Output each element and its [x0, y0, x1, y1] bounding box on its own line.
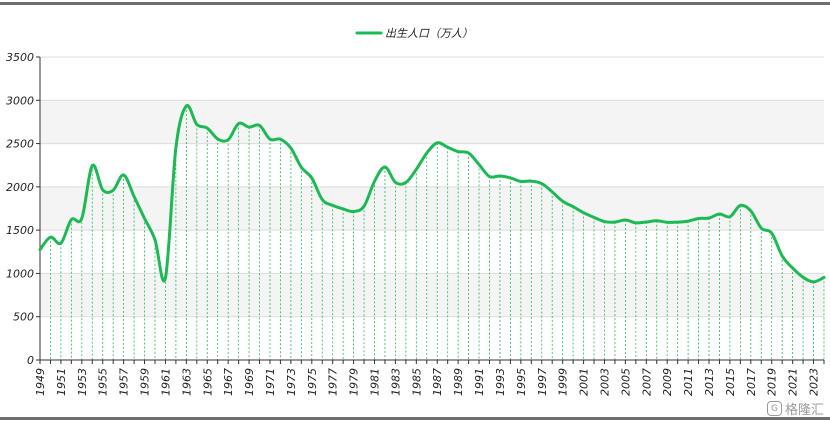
- x-tick-label-1985: 1985: [410, 368, 423, 396]
- bottom-frame-border: [0, 417, 830, 420]
- y-tick-label-2500: 2500: [6, 138, 34, 151]
- x-tick-label-1989: 1989: [452, 368, 465, 396]
- x-tick-label-1971: 1971: [264, 368, 277, 396]
- x-tick-label-1981: 1981: [369, 368, 382, 396]
- x-tick-label-1953: 1953: [76, 368, 89, 396]
- x-tick-label-2009: 2009: [661, 368, 674, 396]
- legend: 出生人口（万人）: [355, 27, 473, 40]
- plot-band: [40, 273, 824, 317]
- x-tick-label-1955: 1955: [97, 368, 110, 396]
- x-tick-label-2017: 2017: [745, 368, 758, 396]
- x-tick-label-1959: 1959: [139, 368, 152, 396]
- x-tick-label-1961: 1961: [159, 368, 172, 396]
- plot-band: [40, 186, 824, 231]
- x-tick-label-1967: 1967: [222, 368, 235, 396]
- x-tick-label-1999: 1999: [557, 368, 570, 396]
- x-tick-label-1983: 1983: [389, 368, 402, 396]
- x-tick-label-1957: 1957: [118, 368, 131, 396]
- x-tick-label-1977: 1977: [327, 368, 340, 396]
- x-tick-label-1965: 1965: [201, 368, 214, 396]
- plot-background: [40, 57, 824, 360]
- watermark-text: 格隆汇: [784, 403, 824, 418]
- x-tick-label-1993: 1993: [494, 368, 507, 396]
- x-tick-label-2001: 2001: [578, 368, 591, 396]
- x-tick-label-2019: 2019: [766, 368, 779, 396]
- y-tick-label-500: 500: [13, 311, 34, 324]
- plot-band: [40, 100, 824, 144]
- x-tick-label-2013: 2013: [703, 368, 716, 396]
- plot-band: [40, 143, 824, 187]
- x-tick-label-1949: 1949: [34, 368, 47, 396]
- x-tick-label-2011: 2011: [682, 368, 695, 396]
- series-lines: [38, 104, 826, 284]
- x-tick-label-1951: 1951: [55, 368, 68, 396]
- x-tick-label-2007: 2007: [640, 368, 653, 396]
- x-tick-label-1975: 1975: [306, 368, 319, 396]
- x-tick-label-1969: 1969: [243, 368, 256, 396]
- x-tick-label-2003: 2003: [598, 368, 611, 396]
- x-tick-label-2015: 2015: [724, 368, 737, 396]
- plot-band: [40, 57, 824, 101]
- x-tick-labels: 1949 1951 1953 1955 1957 1959 1961 1963 1965 1967…: [34, 368, 821, 396]
- y-tick-label-1500: 1500: [6, 224, 34, 237]
- x-tick-label-1963: 1963: [180, 368, 193, 396]
- watermark-logo-icon: G: [766, 401, 782, 416]
- x-tick-label-1979: 1979: [348, 368, 361, 396]
- drop-lines: [39, 105, 825, 360]
- x-tick-label-1997: 1997: [536, 368, 549, 396]
- x-tick-label-2005: 2005: [619, 368, 632, 396]
- y-tick-label-0: 0: [27, 354, 34, 367]
- x-tick-label-1995: 1995: [515, 368, 528, 396]
- plot-band: [40, 316, 824, 360]
- watermark: G 格隆汇: [766, 399, 824, 418]
- series-line-births: [38, 104, 826, 284]
- top-frame-border: [0, 2, 830, 5]
- y-tick-label-3000: 3000: [6, 94, 34, 107]
- y-tick-label-2000: 2000: [6, 181, 34, 194]
- y-tick-labels: 0 500 1000 1500 2000 2500 3000 3500: [6, 51, 34, 367]
- x-tick-label-2023: 2023: [808, 368, 821, 396]
- x-tick-label-1987: 1987: [431, 368, 444, 396]
- legend-label: 出生人口（万人）: [385, 27, 473, 40]
- y-tick-label-3500: 3500: [6, 51, 34, 64]
- y-tick-label-1000: 1000: [6, 267, 34, 280]
- x-tick-label-2021: 2021: [787, 368, 800, 396]
- axes: [36, 56, 825, 364]
- x-tick-label-1991: 1991: [473, 368, 486, 396]
- x-tick-label-1973: 1973: [285, 368, 298, 396]
